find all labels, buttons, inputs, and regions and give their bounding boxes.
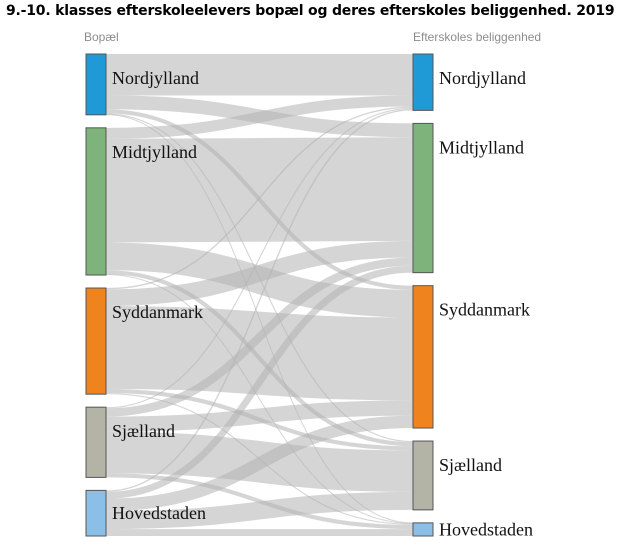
flow-link [105,137,414,243]
flow-link [105,257,414,417]
target-node-label: Sjælland [439,455,502,475]
nodes: Nordjylland Midtjylland Syddanmark Sjælland… [85,53,533,539]
source-node-label: Syddanmark [112,302,203,322]
flow-link [105,109,414,492]
chart-title: 9.-10. klasses efterskoleelevers bopæl o… [6,3,615,19]
flow-link [105,265,414,499]
source-node [85,406,107,478]
target-column-label: Efterskoles beliggenhed [413,30,541,44]
target-node [412,440,434,511]
target-node-label: Hovedstaden [439,519,533,539]
flow-link [105,240,414,306]
target-node [412,122,434,274]
target-node-label: Nordjylland [439,68,526,88]
flow-link [105,415,414,512]
flow-link [105,107,414,409]
source-node-label: Nordjylland [112,68,199,88]
source-node [85,127,107,276]
flow-link [105,305,414,401]
target-node-label: Syddanmark [439,300,530,320]
flow-link [105,473,414,530]
source-node-label: Hovedstaden [112,503,206,523]
source-node [85,53,107,116]
source-node-label: Midtjylland [112,142,197,162]
target-node [412,53,434,111]
source-node [85,489,107,537]
flow-link [105,106,414,290]
source-column-label: Bopæl [84,30,119,44]
target-node [412,522,434,537]
flow-link [105,491,414,530]
target-node [412,285,434,429]
source-node [85,287,107,395]
source-node-label: Sjælland [112,421,175,441]
flow-links [105,53,414,536]
flow-link [105,400,414,432]
flow-link [105,95,414,139]
target-node-label: Midtjylland [439,137,524,157]
